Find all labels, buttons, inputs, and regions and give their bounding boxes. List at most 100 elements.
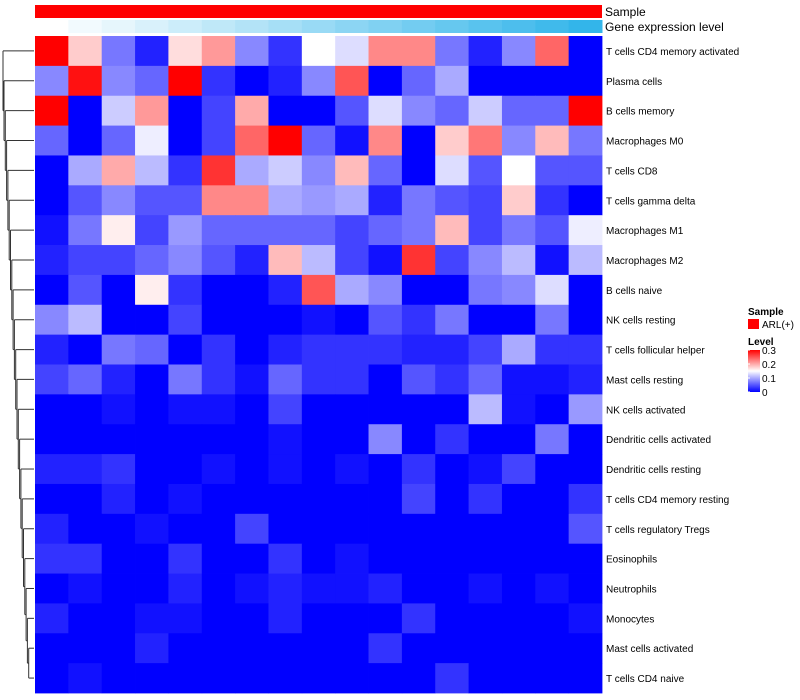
- heatmap-cell: [335, 663, 369, 694]
- heatmap-cell: [501, 364, 536, 395]
- heatmap-cell: [201, 633, 236, 664]
- heatmap-cell: [201, 334, 236, 365]
- heatmap-cell: [68, 125, 103, 156]
- heatmap-cell: [535, 185, 570, 216]
- heatmap-cell: [368, 125, 403, 156]
- heatmap-cell: [368, 364, 403, 395]
- row-label: NK cells activated: [606, 405, 685, 416]
- heatmap-cell: [268, 65, 303, 97]
- heatmap-cell: [301, 603, 336, 634]
- heatmap-cell: [501, 483, 536, 515]
- expression-track-cell: [135, 20, 169, 33]
- heatmap-cell: [501, 215, 536, 246]
- heatmap-cell: [135, 364, 169, 395]
- heatmap-cell: [268, 334, 303, 365]
- heatmap-cell: [101, 573, 136, 604]
- heatmap-cell: [235, 454, 269, 485]
- heatmap-cell: [501, 274, 536, 306]
- expression-track-cell: [435, 20, 470, 33]
- heatmap-cell: [235, 394, 269, 425]
- heatmap-cell: [501, 65, 536, 97]
- heatmap-cell: [301, 215, 336, 246]
- heatmap-cell: [301, 483, 336, 515]
- heatmap-cell: [568, 633, 603, 664]
- heatmap-cell: [301, 185, 336, 216]
- heatmap-cell: [35, 155, 69, 186]
- heatmap-cell: [468, 663, 503, 694]
- expression-track-cell: [501, 20, 536, 33]
- heatmap-cell: [301, 65, 336, 97]
- heatmap-cell: [135, 155, 169, 186]
- row-labels: T cells CD4 memory activated Plasma cells…: [606, 47, 739, 685]
- legend-level-ticks: 0.3 0.2 0.1 0: [748, 346, 776, 399]
- heatmap-cell: [35, 513, 69, 545]
- heatmap-cell: [68, 543, 103, 574]
- heatmap-cells: [35, 36, 603, 694]
- heatmap-cell: [235, 424, 269, 455]
- row-label: B cells naive: [606, 286, 663, 297]
- heatmap-cell: [235, 603, 269, 634]
- heatmap-cell: [335, 185, 369, 216]
- heatmap-cell: [135, 245, 169, 276]
- heatmap-cell: [401, 334, 436, 365]
- heatmap-cell: [201, 155, 236, 186]
- heatmap-cell: [468, 454, 503, 485]
- heatmap-cell: [301, 543, 336, 574]
- heatmap-cell: [301, 394, 336, 425]
- heatmap-cell: [501, 185, 536, 216]
- heatmap-cell: [535, 573, 570, 604]
- heatmap-cell: [368, 633, 403, 664]
- heatmap-cell: [401, 394, 436, 425]
- heatmap-cell: [35, 304, 69, 336]
- heatmap-cell: [235, 36, 269, 67]
- heatmap-cell: [235, 573, 269, 604]
- heatmap-cell: [235, 155, 269, 186]
- heatmap-cell: [201, 95, 236, 126]
- heatmap-cell: [268, 603, 303, 634]
- heatmap-cell: [168, 274, 203, 306]
- heatmap-cell: [168, 95, 203, 126]
- row-label: T cells CD4 memory resting: [606, 495, 729, 506]
- heatmap-cell: [68, 394, 103, 425]
- heatmap-cell: [168, 633, 203, 664]
- heatmap-cell: [101, 245, 136, 276]
- heatmap-cell: [301, 633, 336, 664]
- heatmap-cell: [201, 65, 236, 97]
- heatmap-cell: [168, 65, 203, 97]
- heatmap-cell: [135, 304, 169, 336]
- heatmap-cell: [301, 364, 336, 395]
- heatmap-cell: [268, 454, 303, 485]
- heatmap-cell: [201, 215, 236, 246]
- heatmap-cell: [135, 633, 169, 664]
- heatmap-cell: [535, 65, 570, 97]
- heatmap-cell: [435, 36, 469, 67]
- heatmap-cell: [101, 424, 136, 455]
- heatmap-cell: [501, 245, 536, 276]
- row-label: B cells memory: [606, 107, 674, 118]
- heatmap-cell: [101, 125, 136, 156]
- heatmap-cell: [168, 245, 203, 276]
- heatmap-cell: [301, 573, 336, 604]
- heatmap-cell: [368, 185, 403, 216]
- row-label: Eosinophils: [606, 555, 657, 566]
- heatmap-cell: [368, 454, 403, 485]
- heatmap-cell: [235, 543, 269, 574]
- heatmap-cell: [501, 155, 536, 186]
- heatmap-cell: [468, 633, 503, 664]
- heatmap-cell: [335, 483, 369, 515]
- heatmap-cell: [368, 394, 403, 425]
- heatmap-cell: [301, 334, 336, 365]
- heatmap-cell: [368, 215, 403, 246]
- heatmap-cell: [401, 454, 436, 485]
- heatmap-cell: [68, 633, 103, 664]
- heatmap-cell: [335, 36, 369, 67]
- heatmap-cell: [268, 633, 303, 664]
- heatmap-cell: [535, 513, 570, 545]
- heatmap-cell: [435, 513, 469, 545]
- heatmap-cell: [35, 573, 69, 604]
- heatmap-cell: [135, 394, 169, 425]
- legend-tick-label: 0: [762, 388, 768, 399]
- heatmap-cell: [435, 573, 469, 604]
- row-label: Macrophages M1: [606, 226, 684, 237]
- heatmap-cell: [535, 394, 570, 425]
